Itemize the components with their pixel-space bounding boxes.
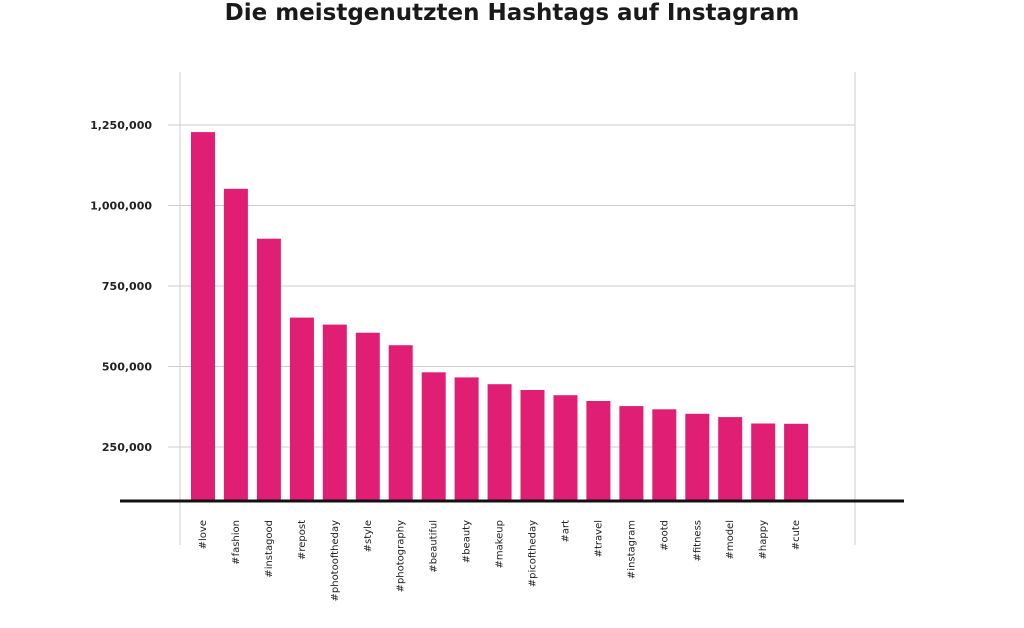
- bar: [191, 132, 215, 501]
- bar: [388, 345, 413, 501]
- x-tick-label: #instagram: [626, 520, 637, 579]
- bar: [619, 406, 644, 501]
- x-tick-label: #picoftheday: [528, 520, 539, 587]
- x-tick-label: #instagood: [264, 520, 275, 578]
- x-tick-label: #style: [363, 520, 374, 552]
- y-tick-label: 250,000: [102, 441, 152, 454]
- x-tick-label: #repost: [297, 520, 308, 560]
- x-tick-label: #model: [725, 520, 736, 560]
- bar: [289, 317, 314, 501]
- bar: [520, 390, 545, 501]
- bar: [322, 324, 347, 501]
- bar: [421, 372, 446, 501]
- bar: [718, 417, 743, 501]
- bar: [784, 423, 809, 501]
- x-tick-label: #fashion: [231, 520, 242, 565]
- bar: [751, 423, 776, 501]
- bar: [454, 377, 479, 501]
- x-tick-label: #cute: [791, 520, 802, 550]
- x-tick-label: #beautiful: [429, 520, 440, 573]
- x-tick-label: #happy: [758, 520, 769, 560]
- y-tick-label: 750,000: [102, 280, 152, 293]
- bar: [355, 332, 380, 501]
- x-tick-label: #art: [561, 520, 572, 543]
- bar: [256, 238, 281, 501]
- bar: [487, 384, 512, 501]
- bar: [553, 395, 578, 501]
- x-tick-label: #fitness: [692, 520, 703, 562]
- x-tick-label: #photography: [396, 520, 407, 592]
- y-axis-tick-labels: 250,000 500,000 750,000 1,000,000 1,250,000: [90, 119, 152, 454]
- chart-title: Die meistgenutzten Hashtags auf Instagra…: [224, 0, 800, 26]
- y-tick-label: 1,000,000: [90, 200, 152, 213]
- bar: [223, 188, 248, 502]
- bar: [685, 413, 710, 501]
- y-tick-label: 1,250,000: [90, 119, 152, 132]
- bar: [586, 401, 611, 501]
- bar: [652, 409, 677, 501]
- x-tick-label: #ootd: [659, 520, 670, 551]
- x-tick-label: #travel: [593, 520, 604, 557]
- x-tick-label: #beauty: [462, 520, 473, 563]
- y-tick-label: 500,000: [102, 361, 152, 374]
- x-axis-category-labels: #love #fashion #instagood #repost #photoofth…: [198, 520, 802, 602]
- x-tick-label: #love: [198, 520, 209, 549]
- x-tick-label: #photooftheday: [330, 520, 341, 602]
- x-tick-label: #makeup: [495, 520, 506, 569]
- bars: [191, 132, 809, 502]
